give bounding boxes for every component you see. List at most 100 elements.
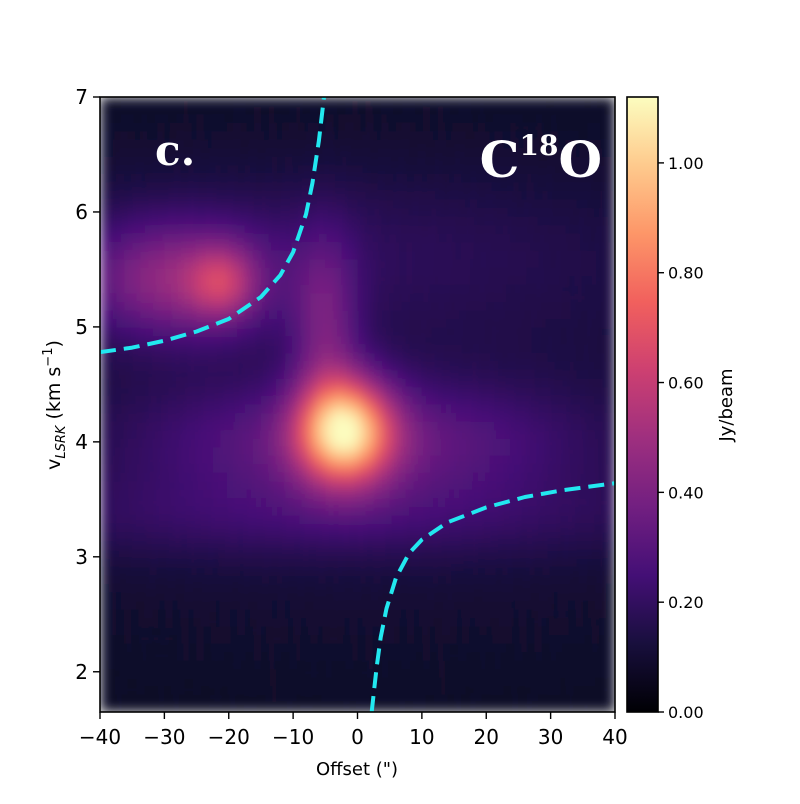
heatmap-cell [454,541,463,551]
heatmap-cell [228,378,238,389]
heatmap-cell [172,541,182,551]
heatmap-cell [429,293,439,303]
heatmap-cell [582,208,592,218]
heatmap-cell [566,600,576,611]
heatmap-cell [365,421,375,431]
heatmap-cell [510,669,520,679]
heatmap-cell [268,447,278,457]
heatmap-cell [598,267,608,277]
heatmap-cell [574,524,584,534]
heatmap-cell [421,156,431,166]
heatmap-cell [140,233,149,243]
heatmap-cell [606,378,615,389]
heatmap-cell [252,353,262,363]
heatmap-cell [309,225,318,235]
heatmap-cell [277,395,286,406]
heatmap-cell [228,430,238,440]
heatmap-cell [405,336,415,346]
heatmap-cell [526,686,536,696]
heatmap-cell [172,122,182,132]
heatmap-cell [502,413,511,423]
heatmap-cell [437,216,447,226]
heatmap-cell [228,583,238,594]
heatmap-cell [268,302,278,312]
heatmap-cell [333,182,343,192]
y-tick-label: 4 [75,430,88,454]
heatmap-cell [341,660,351,670]
heatmap-cell [349,302,359,312]
heatmap-cell [542,165,552,175]
heatmap-cell [405,225,415,235]
heatmap-cell [590,336,600,346]
heatmap-cell [365,515,375,525]
heatmap-cell [164,131,174,141]
heatmap-cell [574,489,584,500]
heatmap-cell [606,267,615,277]
heatmap-cell [357,618,367,628]
heatmap-cell [606,225,615,235]
heatmap-cell [397,105,407,115]
heatmap-cell [317,353,326,363]
heatmap-cell [582,643,592,653]
heatmap-cell [558,583,568,594]
heatmap-cell [566,139,576,149]
heatmap-cell [373,481,383,491]
heatmap-cell [140,447,149,457]
heatmap-cell [478,626,487,636]
heatmap-cell [196,583,206,594]
heatmap-cell [252,233,262,243]
heatmap-cell [140,455,149,465]
heatmap-cell [574,233,584,243]
heatmap-cell [100,182,109,192]
heatmap-cell [100,669,109,679]
heatmap-cell [598,302,608,312]
heatmap-cell [566,353,576,363]
heatmap-cell [285,267,294,277]
heatmap-cell [566,378,576,389]
heatmap-cell [454,190,463,201]
heatmap-cell [550,421,560,431]
heatmap-cell [413,336,423,346]
heatmap-cell [454,97,463,107]
heatmap-cell [309,208,318,218]
heatmap-cell [389,635,399,645]
heatmap-cell [413,430,423,440]
heatmap-cell [413,626,423,636]
heatmap-cell [526,549,536,559]
heatmap-cell [140,387,149,397]
heatmap-cell [260,430,270,440]
heatmap-cell [236,276,246,286]
heatmap-cell [494,267,503,277]
heatmap-cell [437,139,447,149]
heatmap-cell [478,139,487,149]
heatmap-cell [341,686,351,696]
heatmap-cell [365,524,375,534]
heatmap-cell [132,242,141,252]
heatmap-cell [228,694,238,705]
heatmap-cell [526,677,536,687]
heatmap-cell [558,541,568,551]
heatmap-cell [502,694,511,705]
heatmap-cell [132,276,141,286]
heatmap-cell [526,302,536,312]
heatmap-cell [470,370,479,380]
heatmap-cell [413,498,423,508]
heatmap-cell [486,276,495,286]
heatmap-cell [309,199,318,209]
heatmap-cell [574,156,584,166]
heatmap-cell [293,182,302,192]
heatmap-cell [526,233,536,243]
heatmap-cell [381,421,391,431]
heatmap-cell [124,498,133,508]
heatmap-cell [108,114,117,124]
heatmap-cell [357,609,367,619]
heatmap-cell [598,541,608,551]
heatmap-cell [429,353,439,363]
heatmap-cell [341,267,351,277]
heatmap-cell [478,165,487,175]
heatmap-cell [116,233,125,243]
heatmap-cell [478,267,487,277]
heatmap-cell [494,464,503,474]
heatmap-cell [260,481,270,491]
heatmap-cell [124,404,133,414]
